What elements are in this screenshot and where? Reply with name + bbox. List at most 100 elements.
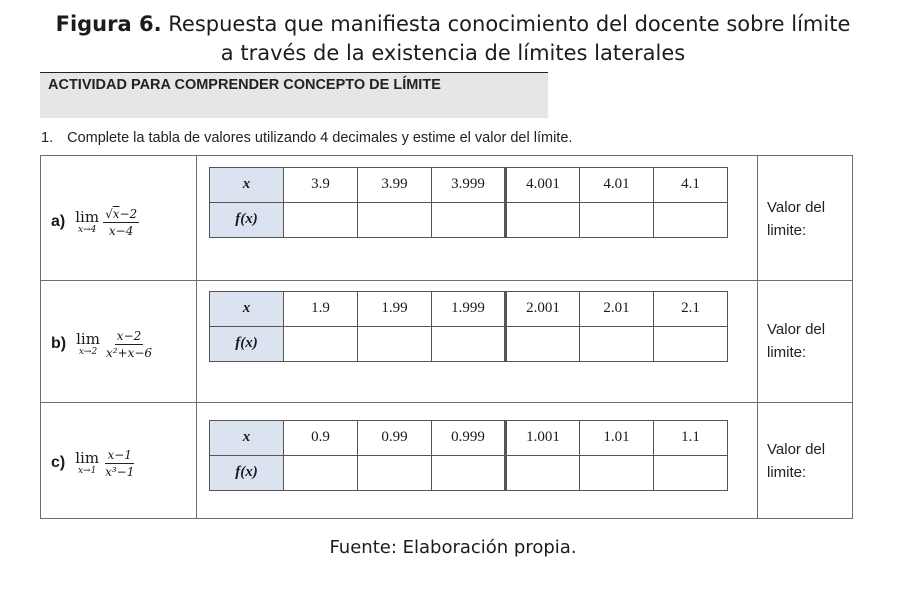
x-header: x [209, 167, 284, 203]
lim-operator: lim x→1 [75, 450, 99, 476]
fx-header: f(x) [209, 455, 284, 491]
fx-header: f(x) [209, 202, 284, 238]
column-divider [757, 156, 758, 518]
fx-input-cell[interactable] [283, 455, 358, 491]
fx-input-cell[interactable] [357, 326, 432, 362]
fx-input-cell[interactable] [579, 455, 654, 491]
numerator: x−2 [114, 328, 144, 345]
fx-input-cell[interactable] [357, 455, 432, 491]
fx-input-cell[interactable] [653, 202, 728, 238]
numerator-rest: −2 [119, 206, 138, 221]
x-value: 2.001 [504, 291, 580, 327]
limit-expression-a: a) lim x→4 √x−2 x−4 [51, 192, 196, 252]
lim-word: lim [76, 330, 100, 348]
valor-line-1: Valor del [767, 199, 826, 216]
fx-input-cell[interactable] [504, 455, 580, 491]
lim-subscript: x→2 [78, 347, 98, 357]
x-row: x 3.9 3.99 3.999 4.001 4.01 4.1 [209, 167, 728, 203]
x-value: 0.999 [431, 420, 506, 456]
row-letter: c) [51, 454, 66, 471]
activity-header-bar: ACTIVIDAD PARA COMPRENDER CONCEPTO DE LÍ… [40, 72, 548, 118]
x-value: 0.9 [283, 420, 358, 456]
caption-label: Figura 6. [55, 12, 162, 36]
fx-input-cell[interactable] [653, 455, 728, 491]
x-value: 2.01 [579, 291, 654, 327]
instruction-number: 1. [41, 130, 54, 146]
row-letter: a) [51, 213, 66, 230]
x-value: 0.99 [357, 420, 432, 456]
caption-text-1: Respuesta que manifiesta conocimiento de… [161, 12, 851, 36]
row-letter: b) [51, 335, 67, 352]
lim-word: lim [75, 449, 100, 467]
row-divider [41, 402, 852, 403]
source-note: Fuente: Elaboración propia. [329, 537, 577, 558]
x-value: 4.1 [653, 167, 728, 203]
lim-word: lim [75, 208, 100, 226]
numerator: √x−2 [103, 206, 140, 223]
lim-operator: lim x→4 [75, 209, 99, 235]
x-value: 1.999 [431, 291, 506, 327]
fraction: √x−2 x−4 [103, 206, 140, 238]
x-value: 4.01 [579, 167, 654, 203]
fx-row: f(x) [209, 326, 728, 362]
fx-input-cell[interactable] [431, 455, 506, 491]
x-value: 3.999 [431, 167, 506, 203]
fx-input-cell[interactable] [431, 326, 506, 362]
fraction: x−1 x³−1 [103, 448, 136, 479]
x-header: x [209, 291, 284, 327]
valor-line-2: limite: [767, 464, 807, 481]
values-table-a: x 3.9 3.99 3.999 4.001 4.01 4.1 f(x) [209, 167, 728, 238]
denominator: x−4 [108, 223, 134, 238]
x-row: x 0.9 0.99 0.999 1.001 1.01 1.1 [209, 420, 728, 456]
valor-line-2: limite: [767, 222, 807, 239]
limit-value-label-c: Valor del limite: [767, 438, 847, 484]
valor-line-1: Valor del [767, 441, 826, 458]
values-table-b: x 1.9 1.99 1.999 2.001 2.01 2.1 f(x) [209, 291, 728, 362]
caption-line-1: Figura 6. Respuesta que manifiesta conoc… [0, 10, 906, 39]
column-divider [196, 156, 197, 518]
denominator: x³−1 [105, 464, 135, 479]
limit-value-label-a: Valor del limite: [767, 196, 847, 242]
radicand: x [112, 206, 120, 221]
denominator: x²+x−6 [105, 345, 153, 360]
x-value: 1.001 [504, 420, 580, 456]
fx-input-cell[interactable] [653, 326, 728, 362]
fx-input-cell[interactable] [579, 326, 654, 362]
exercise-table: a) lim x→4 √x−2 x−4 x 3.9 3.99 3.999 4.0… [40, 155, 853, 519]
x-value: 4.001 [504, 167, 580, 203]
lim-subscript: x→4 [77, 225, 97, 235]
limit-expression-b: b) lim x→2 x−2 x²+x−6 [51, 314, 196, 374]
fx-input-cell[interactable] [283, 202, 358, 238]
fx-input-cell[interactable] [504, 202, 580, 238]
x-value: 1.99 [357, 291, 432, 327]
values-table-c: x 0.9 0.99 0.999 1.001 1.01 1.1 f(x) [209, 420, 728, 491]
valor-line-1: Valor del [767, 321, 826, 338]
fx-input-cell[interactable] [504, 326, 580, 362]
limit-expression-c: c) lim x→1 x−1 x³−1 [51, 433, 196, 493]
limit-value-label-b: Valor del limite: [767, 318, 847, 364]
fx-input-cell[interactable] [283, 326, 358, 362]
fraction: x−2 x²+x−6 [104, 329, 154, 360]
x-value: 3.9 [283, 167, 358, 203]
fx-row: f(x) [209, 455, 728, 491]
caption-line-2: a través de la existencia de límites lat… [220, 41, 686, 65]
valor-line-2: limite: [767, 344, 807, 361]
x-value: 1.9 [283, 291, 358, 327]
figure-caption: Figura 6. Respuesta que manifiesta conoc… [0, 10, 906, 68]
x-header: x [209, 420, 284, 456]
fx-input-cell[interactable] [357, 202, 432, 238]
fx-input-cell[interactable] [431, 202, 506, 238]
instruction: 1. Complete la tabla de valores utilizand… [41, 130, 572, 146]
fx-row: f(x) [209, 202, 728, 238]
x-value: 1.1 [653, 420, 728, 456]
row-divider [41, 280, 852, 281]
fx-input-cell[interactable] [579, 202, 654, 238]
activity-title: ACTIVIDAD PARA COMPRENDER CONCEPTO DE LÍ… [48, 77, 441, 93]
x-value: 1.01 [579, 420, 654, 456]
instruction-text: Complete la tabla de valores utilizando … [67, 130, 573, 146]
x-value: 2.1 [653, 291, 728, 327]
numerator: x−1 [105, 447, 134, 464]
x-value: 3.99 [357, 167, 432, 203]
x-row: x 1.9 1.99 1.999 2.001 2.01 2.1 [209, 291, 728, 327]
lim-subscript: x→1 [77, 466, 97, 476]
